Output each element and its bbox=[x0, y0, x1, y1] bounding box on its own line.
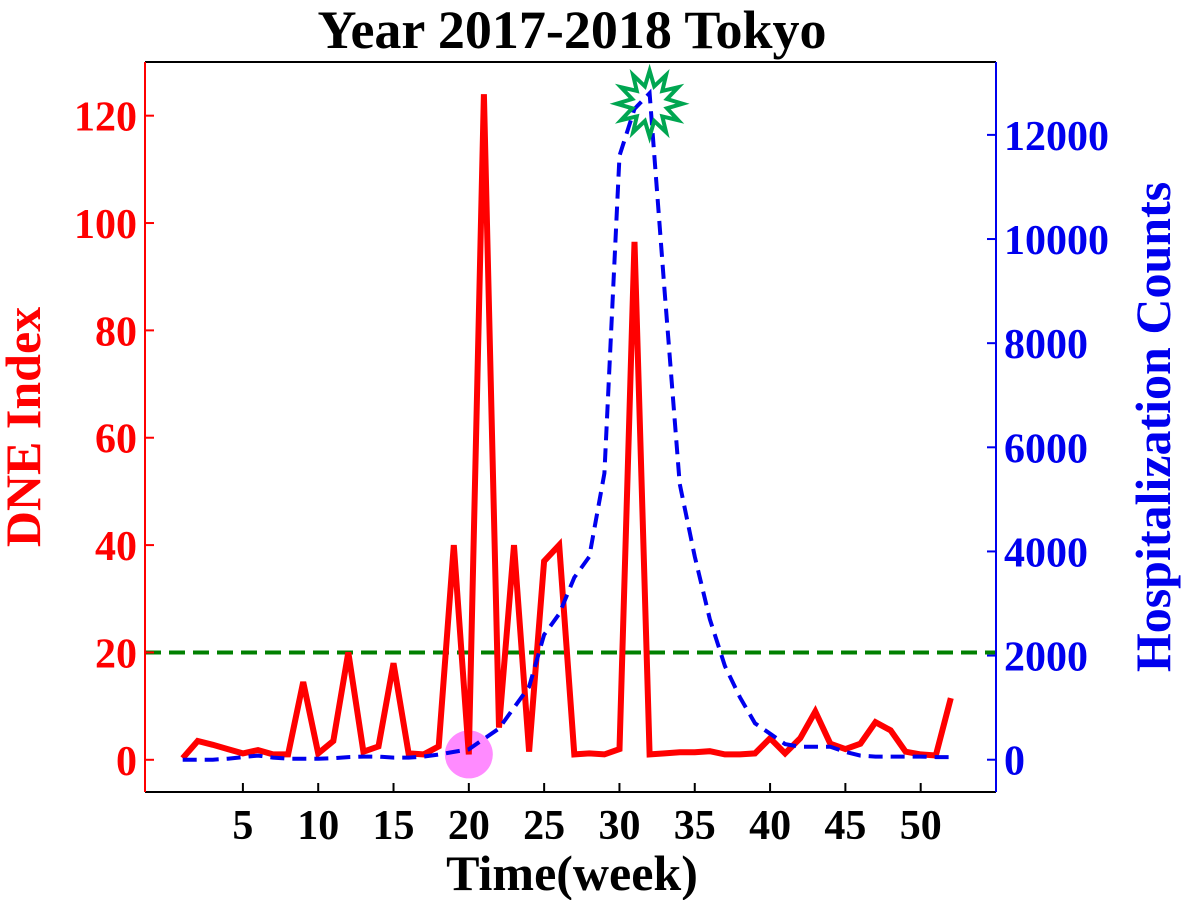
right-axis-title: Hospitalization Counts bbox=[1125, 182, 1181, 672]
x-tick-label: 20 bbox=[448, 803, 490, 849]
chart-title: Year 2017-2018 Tokyo bbox=[317, 0, 826, 60]
hospitalization-counts-line bbox=[182, 88, 951, 762]
tick-layer: 5 10 15 20 25 30 35 40 45 50 0 20 40 60 80 100 120 0 2000 4… bbox=[74, 95, 1109, 849]
right-y-tick-label: 8000 bbox=[1004, 322, 1088, 368]
plot-area bbox=[144, 61, 997, 793]
right-y-tick-label: 0 bbox=[1004, 739, 1025, 785]
left-y-tick-label: 120 bbox=[74, 95, 137, 141]
x-tick-label: 35 bbox=[674, 803, 716, 849]
left-axis-title: DNE Index bbox=[0, 307, 51, 547]
x-tick-label: 15 bbox=[373, 803, 415, 849]
left-y-tick-label: 80 bbox=[95, 309, 137, 355]
right-y-tick-label: 10000 bbox=[1004, 218, 1109, 264]
right-y-tick-label: 6000 bbox=[1004, 426, 1088, 472]
x-tick-label: 50 bbox=[900, 803, 942, 849]
left-y-tick-label: 0 bbox=[116, 739, 137, 785]
left-y-tick-label: 40 bbox=[95, 524, 137, 570]
dne-index-line bbox=[180, 94, 954, 761]
x-tick-label: 40 bbox=[749, 803, 791, 849]
x-tick-label: 25 bbox=[523, 803, 565, 849]
left-y-tick-label: 60 bbox=[95, 417, 137, 463]
left-y-tick-label: 100 bbox=[74, 202, 137, 248]
x-tick-label: 10 bbox=[297, 803, 339, 849]
right-y-tick-label: 4000 bbox=[1004, 530, 1088, 576]
peak-star-marker bbox=[609, 63, 690, 144]
right-y-tick-label: 12000 bbox=[1004, 114, 1109, 160]
x-tick-label: 45 bbox=[824, 803, 866, 849]
x-axis-title: Time(week) bbox=[446, 845, 698, 900]
x-tick-label: 5 bbox=[232, 803, 253, 849]
x-tick-label: 30 bbox=[598, 803, 640, 849]
left-y-tick-label: 20 bbox=[95, 631, 137, 677]
right-y-tick-label: 2000 bbox=[1004, 635, 1088, 681]
